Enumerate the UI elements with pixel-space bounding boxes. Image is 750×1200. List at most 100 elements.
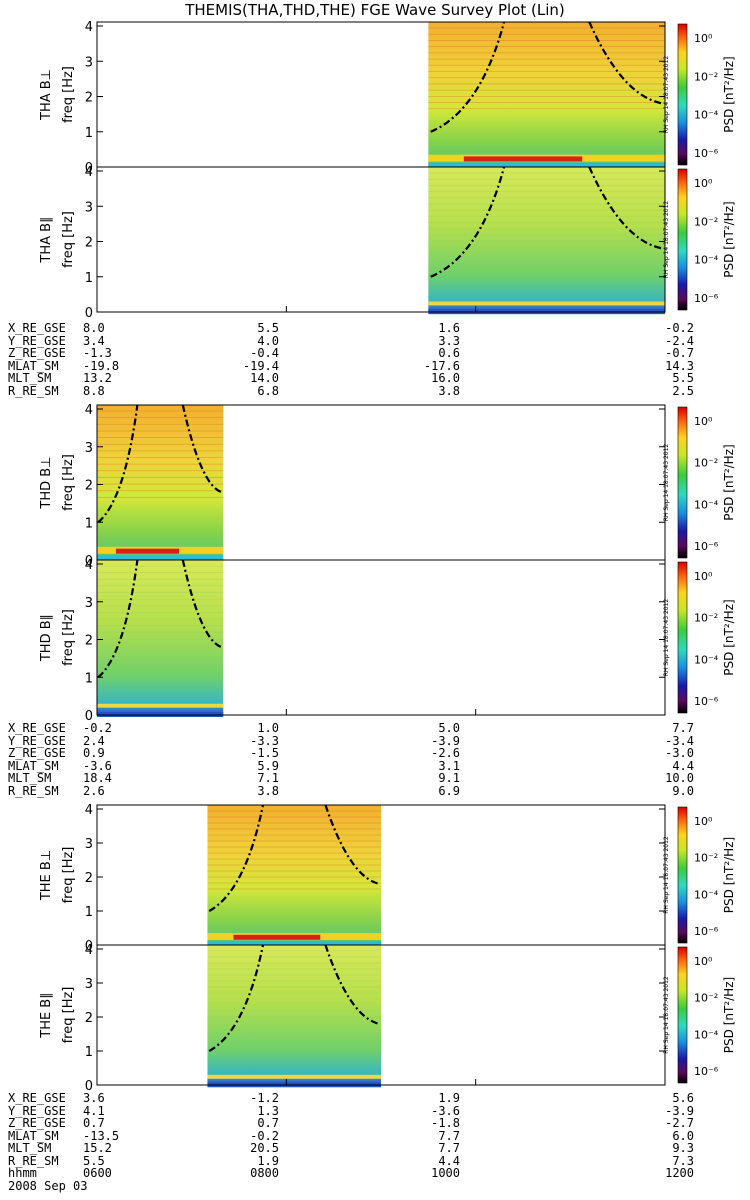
y-tick-label: 4 bbox=[85, 943, 93, 958]
colorbar-tick-label: 10⁻⁴ bbox=[694, 653, 719, 666]
colorbar-tick-label: 10⁰ bbox=[694, 815, 713, 828]
y-tick-label: 4 bbox=[85, 20, 93, 35]
ephemeris-value: 8.8 bbox=[83, 383, 105, 398]
gyrofrequency-curve bbox=[208, 804, 265, 912]
low-freq-band bbox=[207, 1074, 381, 1079]
ephemeris-value: -1.2 bbox=[250, 1091, 279, 1105]
panel-label: THE B⊥ bbox=[39, 850, 54, 901]
ephemeris-label: R_RE_SM bbox=[8, 783, 59, 798]
spectrogram-block bbox=[428, 167, 665, 312]
colorbar-tick-label: 10⁻⁴ bbox=[694, 109, 719, 122]
ephemeris-value: 18.4 bbox=[83, 771, 112, 785]
ephemeris-value: 4.1 bbox=[83, 1103, 105, 1118]
gyrofrequency-curve bbox=[324, 804, 380, 885]
ephemeris-value: 2.4 bbox=[83, 733, 105, 748]
ephemeris-label: MLT_SM bbox=[8, 771, 52, 785]
y-tick-label: 1 bbox=[85, 671, 93, 686]
low-freq-peak bbox=[115, 548, 180, 554]
panel-frame bbox=[96, 166, 666, 313]
colorbar bbox=[677, 23, 688, 166]
y-axis-label: freq [Hz] bbox=[61, 609, 76, 666]
colorbar-tick-label: 10⁰ bbox=[694, 955, 713, 968]
ephemeris-value: -3.6 bbox=[431, 1103, 460, 1118]
ephemeris-label: MLT_SM bbox=[8, 371, 52, 385]
colorbar-tick-label: 10⁻⁶ bbox=[694, 292, 719, 305]
y-tick-label: 4 bbox=[85, 403, 93, 418]
y-tick-label: 2 bbox=[85, 479, 93, 494]
ephemeris-value: -3.4 bbox=[665, 733, 694, 748]
ephemeris-value: 1.3 bbox=[257, 1103, 279, 1118]
ephemeris-label: R_RE_SM bbox=[8, 1153, 59, 1168]
y-tick-label: 2 bbox=[85, 634, 93, 649]
plot-title: THEMIS(THA,THD,THE) FGE Wave Survey Plot… bbox=[185, 1, 565, 19]
ephemeris-value: 20.5 bbox=[250, 1141, 279, 1155]
y-tick-label: 2 bbox=[85, 1011, 93, 1026]
x-tick-label: 1200 bbox=[665, 1166, 694, 1180]
spectrogram-block bbox=[428, 22, 665, 167]
ephemeris-label: Z_RE_GSE bbox=[8, 1116, 66, 1130]
colorbar-label: PSD [nT²/Hz] bbox=[722, 977, 736, 1053]
ephemeris-value: 2.6 bbox=[83, 783, 105, 798]
colorbar bbox=[677, 806, 688, 944]
ephemeris-value: 6.9 bbox=[438, 783, 460, 798]
ephemeris-value: 7.3 bbox=[672, 1153, 694, 1168]
spectrogram-block bbox=[207, 945, 381, 1085]
colorbar-tick-label: 10⁻² bbox=[694, 457, 718, 470]
ephemeris-label: R_RE_SM bbox=[8, 383, 59, 398]
colorbar-tick-label: 10⁻² bbox=[694, 612, 718, 625]
colorbar bbox=[677, 946, 688, 1084]
panel-label: THD B⊥ bbox=[39, 456, 54, 509]
ephemeris-value: -1.3 bbox=[83, 346, 112, 360]
ephemeris-value: -19.4 bbox=[242, 358, 279, 373]
colorbar-label: PSD [nT²/Hz] bbox=[722, 201, 736, 277]
y-axis-label: freq [Hz] bbox=[61, 847, 76, 904]
low-freq-base bbox=[97, 711, 224, 717]
colorbar-tick-label: 10⁻⁴ bbox=[694, 888, 719, 901]
panel-frame bbox=[96, 559, 666, 716]
y-axis-label: freq [Hz] bbox=[61, 66, 76, 123]
colorbar-tick-label: 10⁻⁴ bbox=[694, 1028, 719, 1041]
y-tick-label: 2 bbox=[85, 236, 93, 251]
ephemeris-value: 3.3 bbox=[438, 333, 460, 348]
ephemeris-value: 8.0 bbox=[83, 321, 105, 335]
y-tick-label: 4 bbox=[85, 803, 93, 818]
colorbar-tick-label: 10⁻² bbox=[694, 70, 718, 83]
y-tick-label: 3 bbox=[85, 441, 93, 456]
y-tick-label: 3 bbox=[85, 55, 93, 70]
colorbar-label: PSD [nT²/Hz] bbox=[722, 56, 736, 132]
y-tick-label: 3 bbox=[85, 977, 93, 992]
ephemeris-value: -1.5 bbox=[250, 746, 279, 760]
ephemeris-value: 3.8 bbox=[438, 383, 460, 398]
ephemeris-value: 9.3 bbox=[672, 1141, 694, 1155]
ephemeris-value: 0.6 bbox=[438, 346, 460, 360]
ephemeris-label: Y_RE_GSE bbox=[8, 333, 66, 348]
colorbar-tick-label: 10⁻⁴ bbox=[694, 254, 719, 267]
ephemeris-value: -0.2 bbox=[250, 1128, 279, 1143]
low-freq-band bbox=[428, 301, 665, 306]
gyrofrequency-curve bbox=[181, 404, 222, 494]
colorbar-label: PSD [nT²/Hz] bbox=[722, 444, 736, 520]
low-freq-base bbox=[207, 940, 381, 947]
y-tick-label: 3 bbox=[85, 596, 93, 611]
y-tick-label: 2 bbox=[85, 871, 93, 886]
ephemeris-value: 5.0 bbox=[438, 721, 460, 735]
ephemeris-value: 4.4 bbox=[438, 1153, 460, 1168]
low-freq-base bbox=[97, 555, 224, 562]
ephemeris-value: -19.8 bbox=[83, 358, 120, 373]
ephemeris-value: 3.1 bbox=[438, 758, 460, 773]
y-tick-label: 0 bbox=[85, 1079, 93, 1094]
ephemeris-value: 1.9 bbox=[438, 1091, 460, 1105]
y-tick-label: 2 bbox=[85, 91, 93, 106]
gyrofrequency-curve bbox=[430, 166, 506, 278]
y-axis-label: freq [Hz] bbox=[61, 454, 76, 511]
colorbar-label: PSD [nT²/Hz] bbox=[722, 599, 736, 675]
ephemeris-value: -0.2 bbox=[665, 321, 694, 335]
ephemeris-the: X_RE_GSE 3.6 -1.2 1.9 5.6 Y_RE_GSE 4.1 1.3 -3.6-… bbox=[8, 1092, 708, 1171]
ephemeris-value: -2.4 bbox=[665, 333, 694, 348]
ephemeris-value: 1.6 bbox=[438, 321, 460, 335]
colorbar-tick-label: 10⁻⁶ bbox=[694, 1065, 719, 1078]
ephemeris-value: -3.0 bbox=[665, 746, 694, 760]
timestamp-stamp: RH Sep 14 18:07:43 2012 bbox=[663, 201, 670, 279]
ephemeris-tha: X_RE_GSE 8.0 5.5 1.6 -0.2 Y_RE_GSE 3.4 4.0 3.3 -2… bbox=[8, 322, 708, 401]
